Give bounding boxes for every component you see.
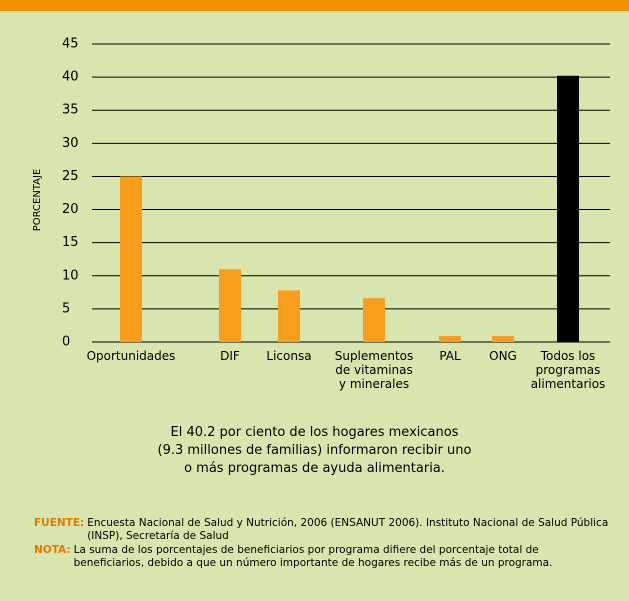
y-tick-label: 5 xyxy=(62,301,70,316)
y-tick-label: 45 xyxy=(62,37,79,52)
y-tick-label: 35 xyxy=(62,103,79,118)
note-label: NOTA: xyxy=(34,544,71,556)
bar xyxy=(120,176,142,342)
note-text: Encuesta Nacional de Salud y Nutrición, … xyxy=(87,517,609,542)
x-tick-label: Suplementos de vitaminas y minerales xyxy=(335,349,414,391)
note-text: La suma de los porcentajes de beneficiar… xyxy=(73,544,553,569)
y-tick-label: 15 xyxy=(62,235,79,250)
bar xyxy=(363,298,385,342)
caption-line: o más programas de ayuda alimentaria. xyxy=(184,461,445,476)
y-tick-label: 20 xyxy=(62,202,79,217)
y-tick-label: 0 xyxy=(62,335,70,350)
y-tick-label: 10 xyxy=(62,268,79,283)
x-tick-label: DIF xyxy=(220,349,240,363)
x-tick-label: Oportunidades xyxy=(87,349,176,363)
bar xyxy=(278,290,300,342)
bar xyxy=(492,336,514,342)
note-label: FUENTE: xyxy=(34,517,85,529)
x-tick-label: Liconsa xyxy=(266,349,311,363)
note: FUENTE: Encuesta Nacional de Salud y Nutr… xyxy=(34,517,609,543)
bar xyxy=(439,336,461,342)
chart: PORCENTAJE 0 5 10 15 20 25 30 35 40 45 Oportunidad… xyxy=(32,37,610,391)
caption: El 40.2 por ciento de los hogares mexica… xyxy=(0,424,629,478)
y-tick-label: 40 xyxy=(62,70,79,85)
note: NOTA: La suma de los porcentajes de benef… xyxy=(34,544,609,570)
bar xyxy=(557,75,579,342)
x-tick-label: ONG xyxy=(489,349,517,363)
bar xyxy=(219,269,241,342)
x-tick-label: Todos los programas alimentarios xyxy=(531,349,606,391)
y-tick-label: 30 xyxy=(62,136,79,151)
header-band xyxy=(0,0,629,11)
y-axis-label: PORCENTAJE xyxy=(32,169,43,232)
notes: FUENTE: Encuesta Nacional de Salud y Nutr… xyxy=(34,517,609,571)
caption-line: El 40.2 por ciento de los hogares mexica… xyxy=(170,425,459,440)
x-tick-label: PAL xyxy=(439,349,461,363)
caption-line: (9.3 millones de familias) informaron re… xyxy=(157,443,472,458)
y-tick-label: 25 xyxy=(62,169,79,184)
